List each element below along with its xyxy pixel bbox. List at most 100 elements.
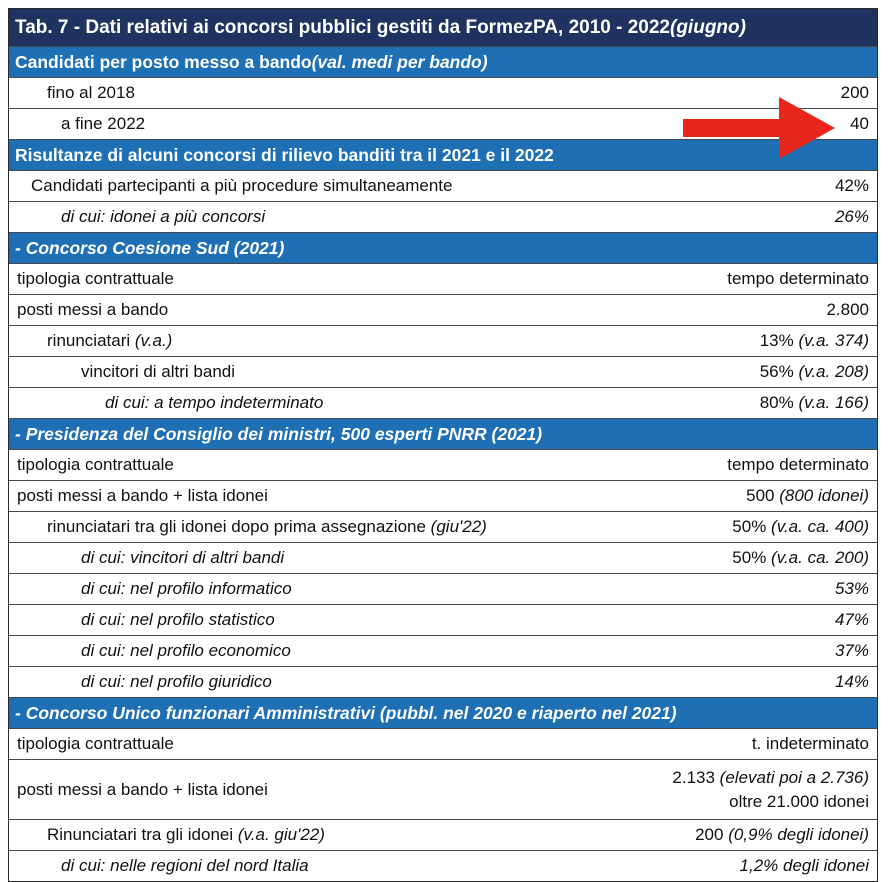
row-label: fino al 2018 xyxy=(47,83,135,102)
row-label: posti messi a bando + lista idonei xyxy=(17,486,268,505)
row-value: 2.800 xyxy=(826,300,869,319)
row-value: 200 xyxy=(840,83,869,102)
table-row: di cui: nel profilo economico 37% xyxy=(9,635,877,666)
title-italic: (giugno) xyxy=(670,16,746,38)
section-header-risultanze: Risultanze di alcuni concorsi di rilievo… xyxy=(9,139,877,170)
table-row: tipologia contrattuale t. indeterminato xyxy=(9,728,877,759)
row-label: di cui: nel profilo statistico xyxy=(81,610,275,629)
row-value: 26% xyxy=(834,207,869,226)
section-header-coesione-sud: - Concorso Coesione Sud (2021) xyxy=(9,232,877,263)
table-row: di cui: nel profilo informatico 53% xyxy=(9,573,877,604)
row-value: 56% (v.a. 208) xyxy=(760,362,877,382)
row-label: di cui: nel profilo economico xyxy=(81,641,291,660)
row-label: Rinunciatari tra gli idonei (v.a. giu'22… xyxy=(9,825,695,845)
section-header-concorso-unico: - Concorso Unico funzionari Amministrati… xyxy=(9,697,877,728)
row-value: 47% xyxy=(834,610,869,629)
row-label: posti messi a bando xyxy=(17,300,169,319)
table-title: Tab. 7 - Dati relativi ai concorsi pubbl… xyxy=(9,9,877,46)
row-value: 42% xyxy=(834,176,869,195)
row-label: vincitori di altri bandi xyxy=(81,362,236,381)
label-italic: (v.a. giu'22) xyxy=(237,825,325,844)
value-text: 200 xyxy=(695,825,729,844)
value-italic: (elevati poi a 2.736) xyxy=(719,767,869,787)
table-row: posti messi a bando 2.800 xyxy=(9,294,877,325)
section-header-candidati: Candidati per posto messo a bando (val. … xyxy=(9,46,877,77)
value-italic: (800 idonei) xyxy=(779,486,869,505)
table-row: di cui: nel profilo statistico 47% xyxy=(9,604,877,635)
table-row: rinunciatari (v.a.) 13% (v.a. 374) xyxy=(9,325,877,356)
row-value: 53% xyxy=(834,579,869,598)
value-text: 2.133 xyxy=(672,767,720,787)
table-row: vincitori di altri bandi 56% (v.a. 208) xyxy=(9,356,877,387)
row-label: di cui: nelle regioni del nord Italia xyxy=(61,856,309,875)
row-value: 13% (v.a. 374) xyxy=(760,331,877,351)
value-text: 80% xyxy=(759,393,799,412)
section-label: Risultanze di alcuni concorsi di rilievo… xyxy=(15,144,554,165)
section-label: - Concorso Unico funzionari Amministrati… xyxy=(15,702,677,723)
row-value: 500 (800 idonei) xyxy=(746,486,877,506)
row-value: 2.133 (elevati poi a 2.736) oltre 21.000… xyxy=(672,766,877,814)
row-label: di cui: vincitori di altri bandi xyxy=(81,548,285,567)
label-italic: (giu'22) xyxy=(430,517,487,536)
table-row: Candidati partecipanti a più procedure s… xyxy=(9,170,877,201)
table-row: Rinunciatari tra gli idonei (v.a. giu'22… xyxy=(9,819,877,850)
red-arrow-icon xyxy=(683,97,835,159)
table-row: tipologia contrattuale tempo determinato xyxy=(9,263,877,294)
value-line-2: oltre 21.000 idonei xyxy=(729,791,869,811)
value-italic: (v.a. ca. 200) xyxy=(771,548,869,567)
row-label: di cui: nel profilo informatico xyxy=(81,579,292,598)
row-value: 200 (0,9% degli idonei) xyxy=(695,825,877,845)
section-header-presidenza: - Presidenza del Consiglio dei ministri,… xyxy=(9,418,877,449)
table-row: di cui: vincitori di altri bandi 50% (v.… xyxy=(9,542,877,573)
table-row: tipologia contrattuale tempo determinato xyxy=(9,449,877,480)
table-row: a fine 2022 40 xyxy=(9,108,877,139)
row-label: Candidati partecipanti a più procedure s… xyxy=(31,176,453,195)
row-label: rinunciatari (v.a.) xyxy=(9,331,760,351)
row-value: 50% (v.a. ca. 200) xyxy=(732,548,877,568)
label-text: Rinunciatari tra gli idonei xyxy=(47,825,238,844)
value-italic: (0,9% degli idonei) xyxy=(728,825,869,844)
row-label: a fine 2022 xyxy=(61,114,146,133)
data-table: Tab. 7 - Dati relativi ai concorsi pubbl… xyxy=(8,8,878,882)
value-text: 50% xyxy=(732,548,772,567)
table-row: rinunciatari tra gli idonei dopo prima a… xyxy=(9,511,877,542)
value-text: 500 xyxy=(746,486,780,505)
table-row: fino al 2018 200 xyxy=(9,77,877,108)
label-italic: (v.a.) xyxy=(134,331,173,350)
arrow-shape xyxy=(683,97,835,159)
row-label: di cui: nel profilo giuridico xyxy=(81,672,272,691)
row-value: 80% (v.a. 166) xyxy=(760,393,877,413)
table-row: posti messi a bando + lista idonei 500 (… xyxy=(9,480,877,511)
row-value: 37% xyxy=(834,641,869,660)
row-label: di cui: idonei a più concorsi xyxy=(61,207,266,226)
row-value: 50% (v.a. ca. 400) xyxy=(732,517,877,537)
row-value: tempo determinato xyxy=(727,269,869,288)
value-text: 56% xyxy=(759,362,799,381)
section-label-italic: (val. medi per bando) xyxy=(311,51,488,72)
row-label: tipologia contrattuale xyxy=(17,269,174,288)
value-text: 13% xyxy=(759,331,799,350)
value-line-1: 2.133 (elevati poi a 2.736) xyxy=(672,766,869,790)
title-text: Tab. 7 - Dati relativi ai concorsi pubbl… xyxy=(15,16,670,38)
value-italic: (v.a. 374) xyxy=(798,331,869,350)
row-label: tipologia contrattuale xyxy=(17,455,174,474)
row-value: tempo determinato xyxy=(727,455,869,474)
section-label: Candidati per posto messo a bando xyxy=(15,51,312,72)
section-label: - Presidenza del Consiglio dei ministri,… xyxy=(15,423,543,444)
row-label: tipologia contrattuale xyxy=(17,734,174,753)
row-value: 1,2% degli idonei xyxy=(739,856,869,875)
section-label: - Concorso Coesione Sud (2021) xyxy=(15,237,285,258)
label-text: rinunciatari tra gli idonei dopo prima a… xyxy=(47,517,431,536)
table-row: di cui: a tempo indeterminato 80% (v.a. … xyxy=(9,387,877,418)
row-label: di cui: a tempo indeterminato xyxy=(105,393,324,412)
value-italic: (v.a. 208) xyxy=(798,362,869,381)
table-row: di cui: idonei a più concorsi 26% xyxy=(9,201,877,232)
label-text: rinunciatari xyxy=(47,331,135,350)
row-value: t. indeterminato xyxy=(751,734,869,753)
table-row: di cui: nelle regioni del nord Italia 1,… xyxy=(9,850,877,881)
table-row: posti messi a bando + lista idonei 2.133… xyxy=(9,759,877,819)
row-value: 40 xyxy=(850,114,869,133)
value-italic: (v.a. 166) xyxy=(798,393,869,412)
row-label: rinunciatari tra gli idonei dopo prima a… xyxy=(9,517,732,537)
table-row: di cui: nel profilo giuridico 14% xyxy=(9,666,877,697)
